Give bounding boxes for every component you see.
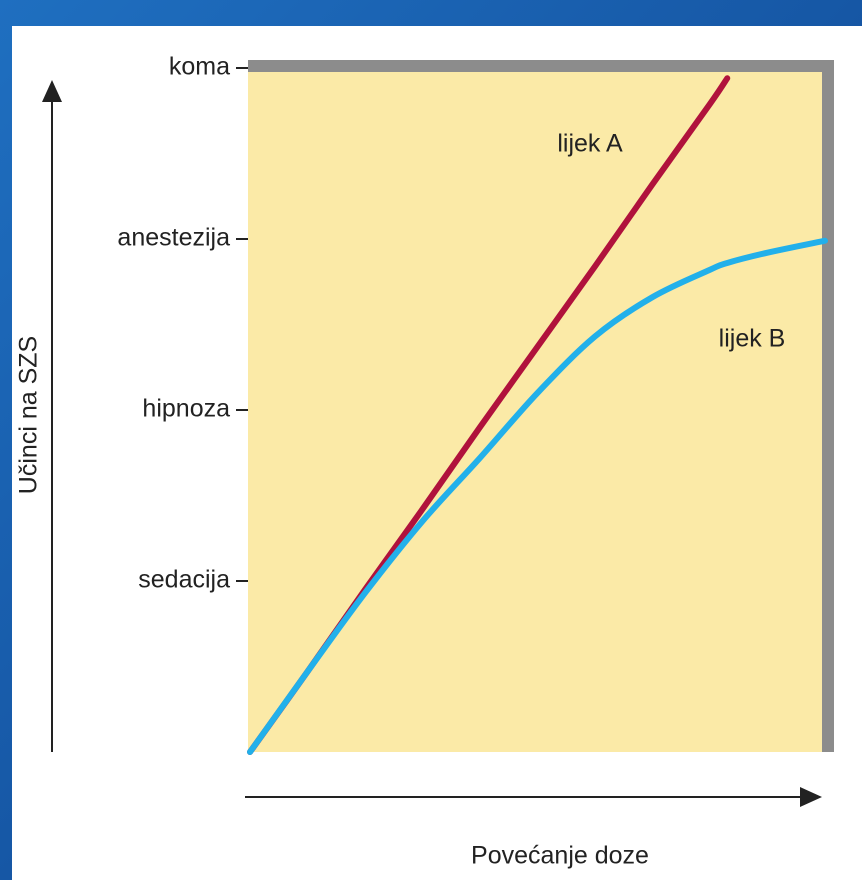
x-axis-label: Povećanje doze	[471, 842, 649, 870]
y-axis-label: Učinci na SZS	[15, 336, 43, 494]
plot-area	[248, 72, 822, 752]
series-label: lijek B	[719, 325, 786, 353]
line-series	[247, 237, 828, 755]
y-tick-label: anestezija	[117, 224, 230, 252]
y-tick-label: hipnoza	[142, 395, 230, 423]
y-tick-label: koma	[169, 53, 230, 81]
series-label: lijek A	[557, 130, 623, 158]
y-tick-label: sedacija	[138, 566, 230, 594]
